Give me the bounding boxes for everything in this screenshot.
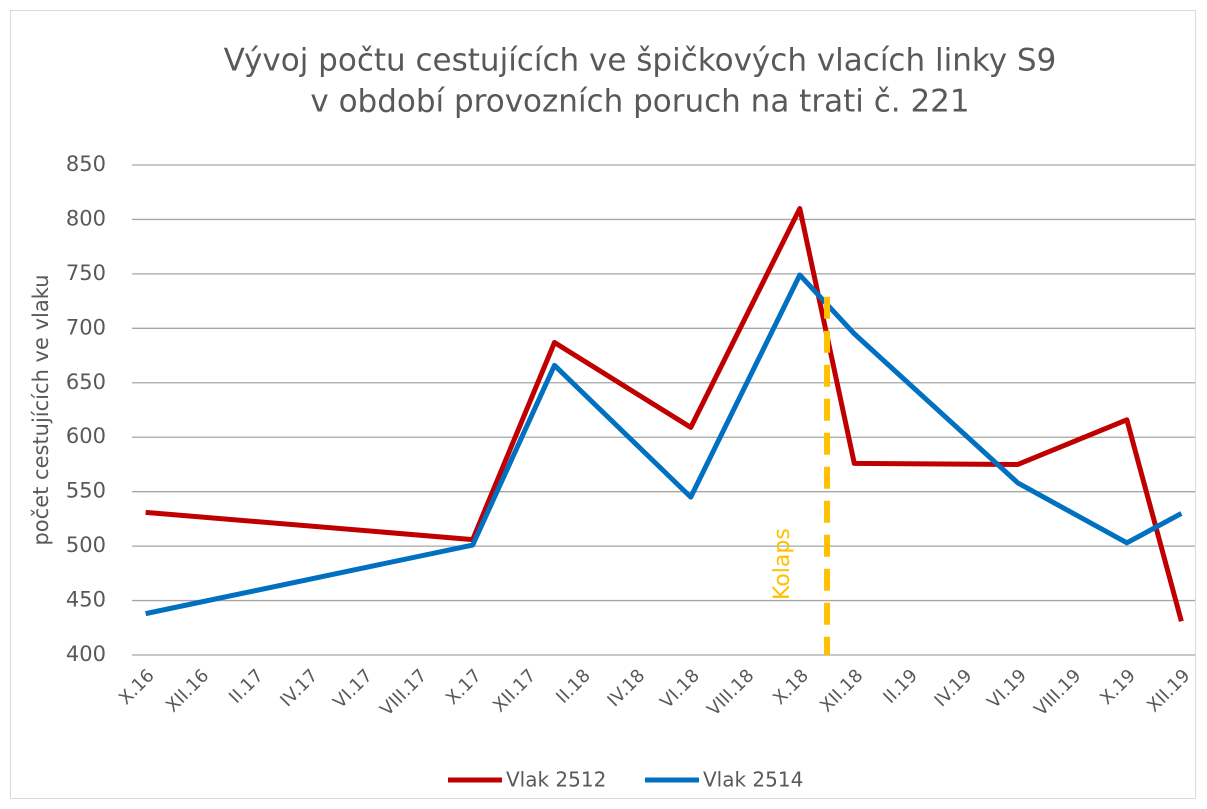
series-line (145, 272, 1183, 617)
y-tick-label: 450 (66, 588, 106, 612)
y-axis-label: počet cestujících ve vlaku (29, 274, 53, 545)
series-line (145, 206, 1184, 622)
y-tick-label: 500 (66, 533, 106, 557)
y-tick-label: 400 (66, 642, 106, 666)
y-tick-label: 600 (66, 424, 106, 448)
y-tick-label: 550 (66, 479, 106, 503)
y-tick-label: 800 (66, 206, 106, 230)
y-tick-label: 850 (66, 152, 106, 176)
chart-border (10, 10, 1196, 799)
y-tick-label: 650 (66, 370, 106, 394)
y-tick-label: 750 (66, 261, 106, 285)
legend-label: Vlak 2514 (703, 768, 803, 792)
annotation-label: Kolaps (770, 528, 795, 600)
chart-title: Vývoj počtu cestujících ve špičkových vl… (224, 43, 1057, 79)
y-tick-label: 700 (66, 315, 106, 339)
chart-title: v období provozních poruch na trati č. 2… (310, 84, 969, 120)
legend-label: Vlak 2512 (506, 768, 606, 792)
